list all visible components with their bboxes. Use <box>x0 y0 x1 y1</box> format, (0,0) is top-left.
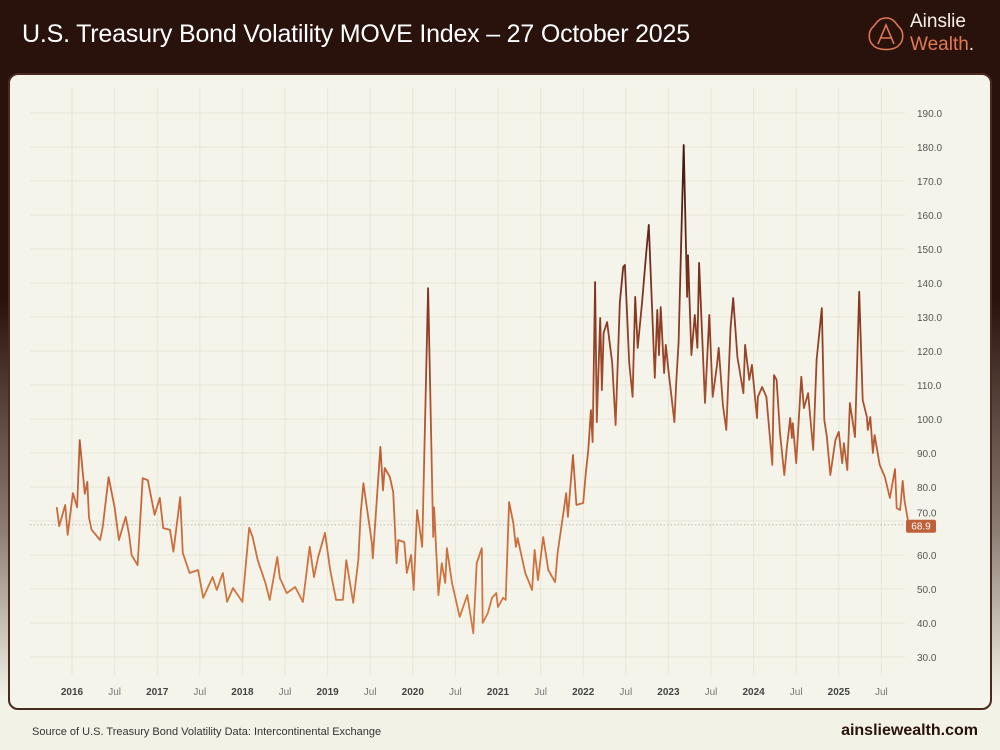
y-tick-label: 120.0 <box>917 347 942 358</box>
y-tick-label: 100.0 <box>917 415 942 426</box>
y-tick-label: 160.0 <box>917 211 942 222</box>
y-tick-label: 50.0 <box>917 585 937 596</box>
x-tick-label: Jul <box>705 687 718 698</box>
last-value-badge-text: 68.9 <box>911 522 931 533</box>
y-tick-label: 130.0 <box>917 313 942 324</box>
x-tick-label: 2017 <box>146 687 169 698</box>
x-tick-label: 2023 <box>657 687 680 698</box>
x-tick-label: Jul <box>619 687 632 698</box>
x-tick-label: Jul <box>449 687 462 698</box>
y-tick-label: 90.0 <box>917 449 937 460</box>
y-tick-label: 140.0 <box>917 279 942 290</box>
y-axis: 30.0 40.0 50.0 60.0 70.0 80.0 90.0 100.0 110.0 12… <box>917 109 942 664</box>
x-tick-label: 2022 <box>572 687 595 698</box>
logo-a-icon <box>868 17 904 51</box>
y-tick-label: 170.0 <box>917 177 942 188</box>
x-tick-label: Jul <box>279 687 292 698</box>
logo-dot: . <box>968 34 975 55</box>
x-tick-label: 2020 <box>402 687 425 698</box>
y-tick-label: 30.0 <box>917 653 937 664</box>
last-value-badge-bg <box>906 519 936 533</box>
x-tick-label: 2021 <box>487 687 510 698</box>
x-tick-label: Jul <box>875 687 888 698</box>
y-tick-label: 150.0 <box>917 245 942 256</box>
x-tick-label: 2016 <box>61 687 84 698</box>
y-tick-label: 180.0 <box>917 143 942 154</box>
grid-lines <box>30 88 905 675</box>
y-tick-label: 80.0 <box>917 483 937 494</box>
website-link[interactable]: ainsliewealth.com <box>841 722 978 739</box>
x-tick-label: 2024 <box>742 687 765 698</box>
logo-text-wealth: Wealth. <box>910 35 974 55</box>
move-index-line <box>55 144 910 635</box>
logo-wealth-word: Wealth <box>910 34 969 55</box>
page-title: U.S. Treasury Bond Volatility MOVE Index… <box>22 20 690 48</box>
y-tick-label: 70.0 <box>917 509 937 520</box>
y-tick-label: 190.0 <box>917 109 942 120</box>
x-tick-label: Jul <box>108 687 121 698</box>
x-tick-label: 2025 <box>828 687 851 698</box>
y-tick-label: 110.0 <box>917 381 942 392</box>
x-tick-label: Jul <box>364 687 377 698</box>
x-tick-label: 2019 <box>316 687 339 698</box>
series-layer <box>55 144 910 635</box>
x-axis: 2016 Jul 2017 Jul 2018 Jul 2019 Jul 2020 Jul 2021 J… <box>61 687 888 698</box>
last-value-badge: 68.9 <box>906 519 936 533</box>
x-tick-label: Jul <box>534 687 547 698</box>
x-tick-label: Jul <box>790 687 803 698</box>
x-tick-label: 2018 <box>231 687 254 698</box>
x-tick-label: Jul <box>193 687 206 698</box>
source-note: Source of U.S. Treasury Bond Volatility … <box>32 726 382 738</box>
ainslie-wealth-logo: Ainslie Wealth. <box>866 10 990 60</box>
logo-text-ainslie: Ainslie <box>910 11 966 32</box>
y-tick-label: 60.0 <box>917 551 937 562</box>
y-tick-label: 40.0 <box>917 619 937 630</box>
